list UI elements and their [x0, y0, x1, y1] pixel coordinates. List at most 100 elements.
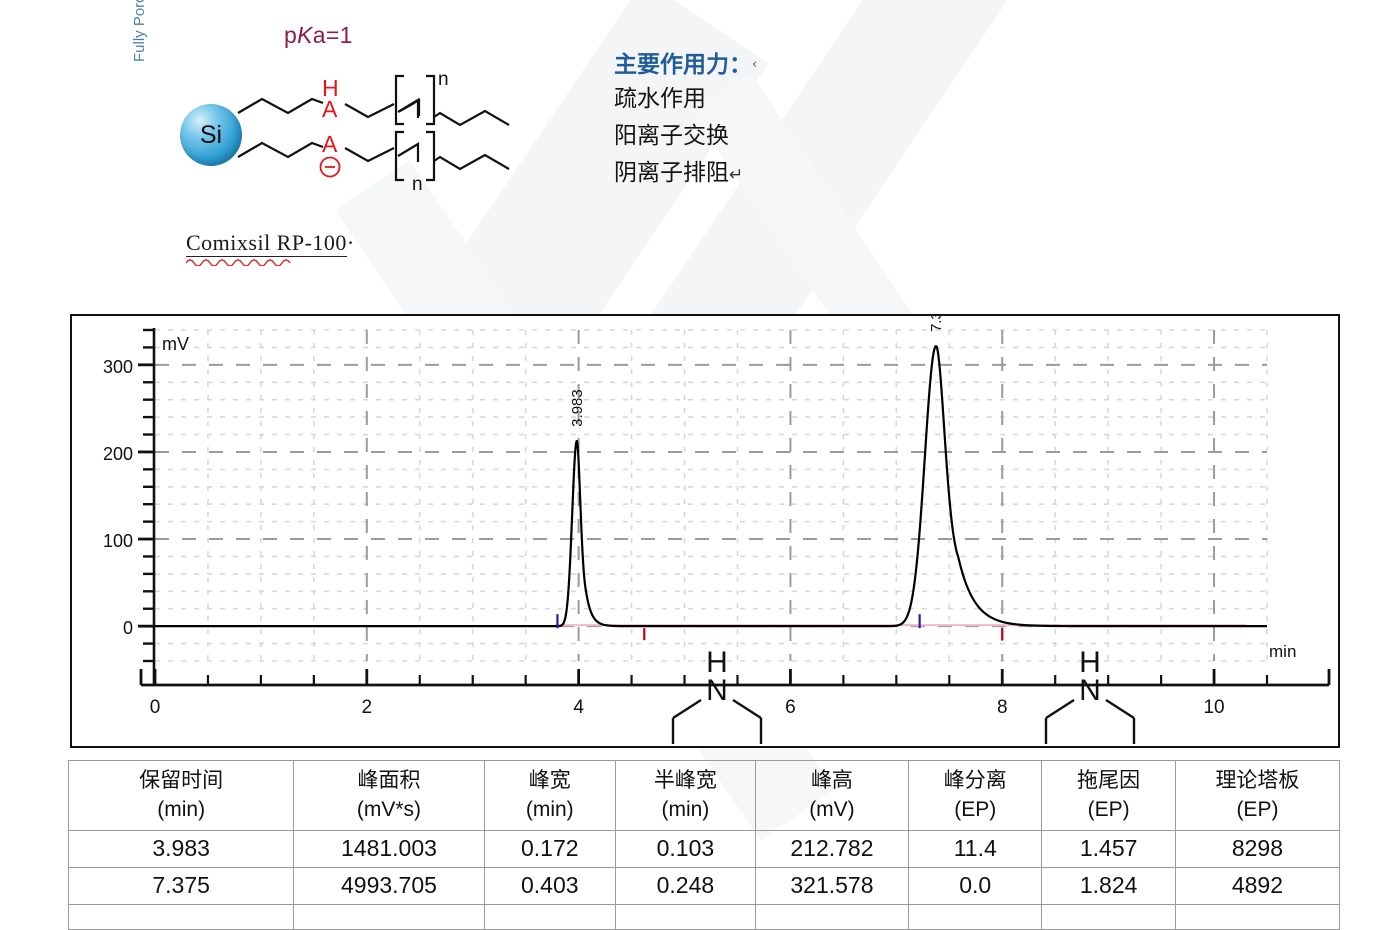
silica-particle-label: Si: [199, 121, 223, 149]
chromatogram-plot: 0100200300mV0246810min3.9837.375HNNMsHNN…: [103, 316, 1331, 744]
molecule-atom-label: H: [1079, 646, 1101, 679]
header-title: 半峰宽: [653, 768, 717, 792]
x-axis-tick-label: 0: [150, 697, 161, 718]
table-cell-r1-c7: 4892: [1174, 867, 1341, 905]
x-axis-unit-label: min: [1269, 642, 1296, 661]
header-title: 峰宽: [528, 768, 571, 792]
chromatogram-panel: 0100200300mV0246810min3.9837.375HNNMsHNN…: [70, 314, 1340, 748]
table-cell-partial-2: [483, 904, 616, 930]
peak-retention-label: 7.375: [928, 316, 945, 332]
table-cell-partial-1: [293, 904, 485, 930]
molecule-atom-label: N: [706, 674, 728, 707]
product-name-text: Comixsil RP-100: [186, 230, 347, 257]
notes-line-1-text: 疏水作用: [614, 86, 706, 112]
table-cell-r1-c2: 0.403: [483, 867, 616, 905]
pka-label: pKa=1: [284, 22, 353, 49]
bond: [1045, 698, 1075, 720]
x-axis-tick-label: 8: [997, 697, 1008, 718]
header-unit: (EP): [1236, 798, 1279, 821]
x-axis-tick-label: 2: [362, 697, 373, 718]
molecule-atom-label: N: [1079, 674, 1101, 707]
notes-line-2: 阳离子交换: [614, 119, 914, 156]
table-cell-partial-3: [614, 904, 756, 930]
header-title: 峰分离: [943, 768, 1007, 792]
table-cell-r1-c6: 1.824: [1041, 867, 1176, 905]
molecule-atom-label: H: [706, 646, 728, 679]
table-header-row: 保留时间 (min) 峰面积 (mV*s) 峰宽 (min) 半峰宽 (min) 峰高 (mV) 峰…: [67, 760, 1341, 831]
x-axis-tick-label: 4: [573, 697, 584, 718]
table-header-cell-1: 峰面积 (mV*s): [293, 760, 485, 831]
y-axis-tick-label: 300: [103, 357, 133, 377]
table-cell-partial-0: [67, 904, 295, 930]
chromatogram-trace: [154, 344, 1268, 628]
table-cell-r1-c4: 321.578: [754, 867, 910, 905]
y-axis-tick-label: 100: [103, 531, 133, 551]
peak-results-table: 保留时间 (min) 峰面积 (mV*s) 峰宽 (min) 半峰宽 (min) 峰高 (mV) 峰…: [67, 760, 1341, 930]
y-axis-tick-label: 200: [103, 444, 133, 464]
bond: [672, 698, 702, 720]
molecule-annotation-ms-piperazine: [671, 698, 763, 744]
header-unit: (min): [157, 798, 206, 821]
table-cell-r0-c3: 0.103: [614, 830, 756, 868]
header-unit: (EP): [1087, 798, 1130, 821]
table-row-partial: [67, 904, 1341, 930]
table-cell-r1-c5: 0.0: [907, 867, 1043, 905]
table-header-cell-4: 峰高 (mV): [754, 760, 910, 831]
pka-italic-k: K: [297, 22, 313, 48]
table-header-cell-0: 保留时间 (min): [67, 760, 295, 831]
notes-heading: 主要作用力：‹: [614, 48, 914, 82]
pka-prefix: p: [284, 22, 298, 48]
table-row: 7.375 4993.705 0.403 0.248 321.578 0.0 1.824 48…: [67, 867, 1341, 905]
amine-a-label-top: A: [322, 96, 338, 122]
notes-line-3-mark: ↵: [729, 165, 744, 185]
bond: [1105, 698, 1135, 720]
notes-line-3-text: 阴离子排阻: [614, 160, 729, 186]
y-axis-unit-label: mV: [162, 334, 189, 354]
notes-line-3: 阴离子排阻↵: [614, 156, 914, 193]
repeat-unit-n-bottom: n: [412, 174, 423, 195]
table-cell-r0-c6: 1.457: [1041, 830, 1176, 868]
table-cell-r0-c0: 3.983: [67, 830, 295, 868]
header-unit: (mV*s): [356, 798, 422, 821]
table-header-cell-6: 拖尾因 (EP): [1041, 760, 1176, 831]
table-row: 3.983 1481.003 0.172 0.103 212.782 11.4 1.457 8…: [67, 830, 1341, 868]
table-cell-partial-4: [754, 904, 910, 930]
amine-a-label-bottom: A: [322, 131, 338, 157]
table-cell-partial-5: [907, 904, 1043, 930]
header-unit: (min): [525, 798, 574, 821]
table-cell-r0-c1: 1481.003: [293, 830, 485, 868]
spellcheck-squiggle-icon: [186, 259, 291, 266]
interaction-forces-notes: 主要作用力：‹ 疏水作用 阳离子交换 阴离子排阻↵: [614, 48, 914, 193]
silica-particle-icon: Si: [180, 104, 242, 166]
table-header-cell-5: 峰分离 (EP): [907, 760, 1043, 831]
table-header-cell-2: 峰宽 (min): [483, 760, 616, 831]
header-unit: (mV): [809, 798, 855, 821]
x-axis-tick-label: 10: [1203, 697, 1224, 718]
header-title: 理论塔板: [1215, 768, 1300, 792]
notes-heading-text: 主要作用力：: [614, 52, 752, 78]
notes-line-2-text: 阳离子交换: [614, 123, 729, 149]
x-axis-tick-label: 6: [785, 697, 796, 718]
molecule-annotation-piperazine: [1044, 698, 1136, 744]
header-unit: (EP): [954, 798, 997, 821]
table-header-cell-3: 半峰宽 (min): [614, 760, 756, 831]
repeat-unit-n-top: n: [438, 69, 449, 90]
negative-charge-icon: [319, 156, 341, 178]
table-cell-r1-c1: 4993.705: [293, 867, 485, 905]
notes-line-1: 疏水作用: [614, 82, 914, 119]
table-cell-r1-c3: 0.248: [614, 867, 756, 905]
table-cell-r1-c0: 7.375: [67, 867, 295, 905]
table-cell-r0-c5: 11.4: [907, 830, 1043, 868]
polymer-chain-drawing: n n H A A: [237, 69, 510, 195]
notes-heading-mark: ‹: [752, 57, 758, 72]
product-name: Comixsil RP-100·: [186, 230, 355, 257]
header-title: 保留时间: [139, 768, 224, 792]
pka-suffix: a=1: [312, 22, 353, 48]
table-cell-r0-c7: 8298: [1174, 830, 1341, 868]
header-title: 峰高: [810, 768, 853, 792]
header-title: 峰面积: [357, 768, 421, 792]
table-cell-partial-7: [1174, 904, 1341, 930]
table-header-cell-7: 理论塔板 (EP): [1174, 760, 1341, 831]
table-cell-partial-6: [1041, 904, 1176, 930]
peak-retention-label: 3.983: [569, 389, 586, 427]
